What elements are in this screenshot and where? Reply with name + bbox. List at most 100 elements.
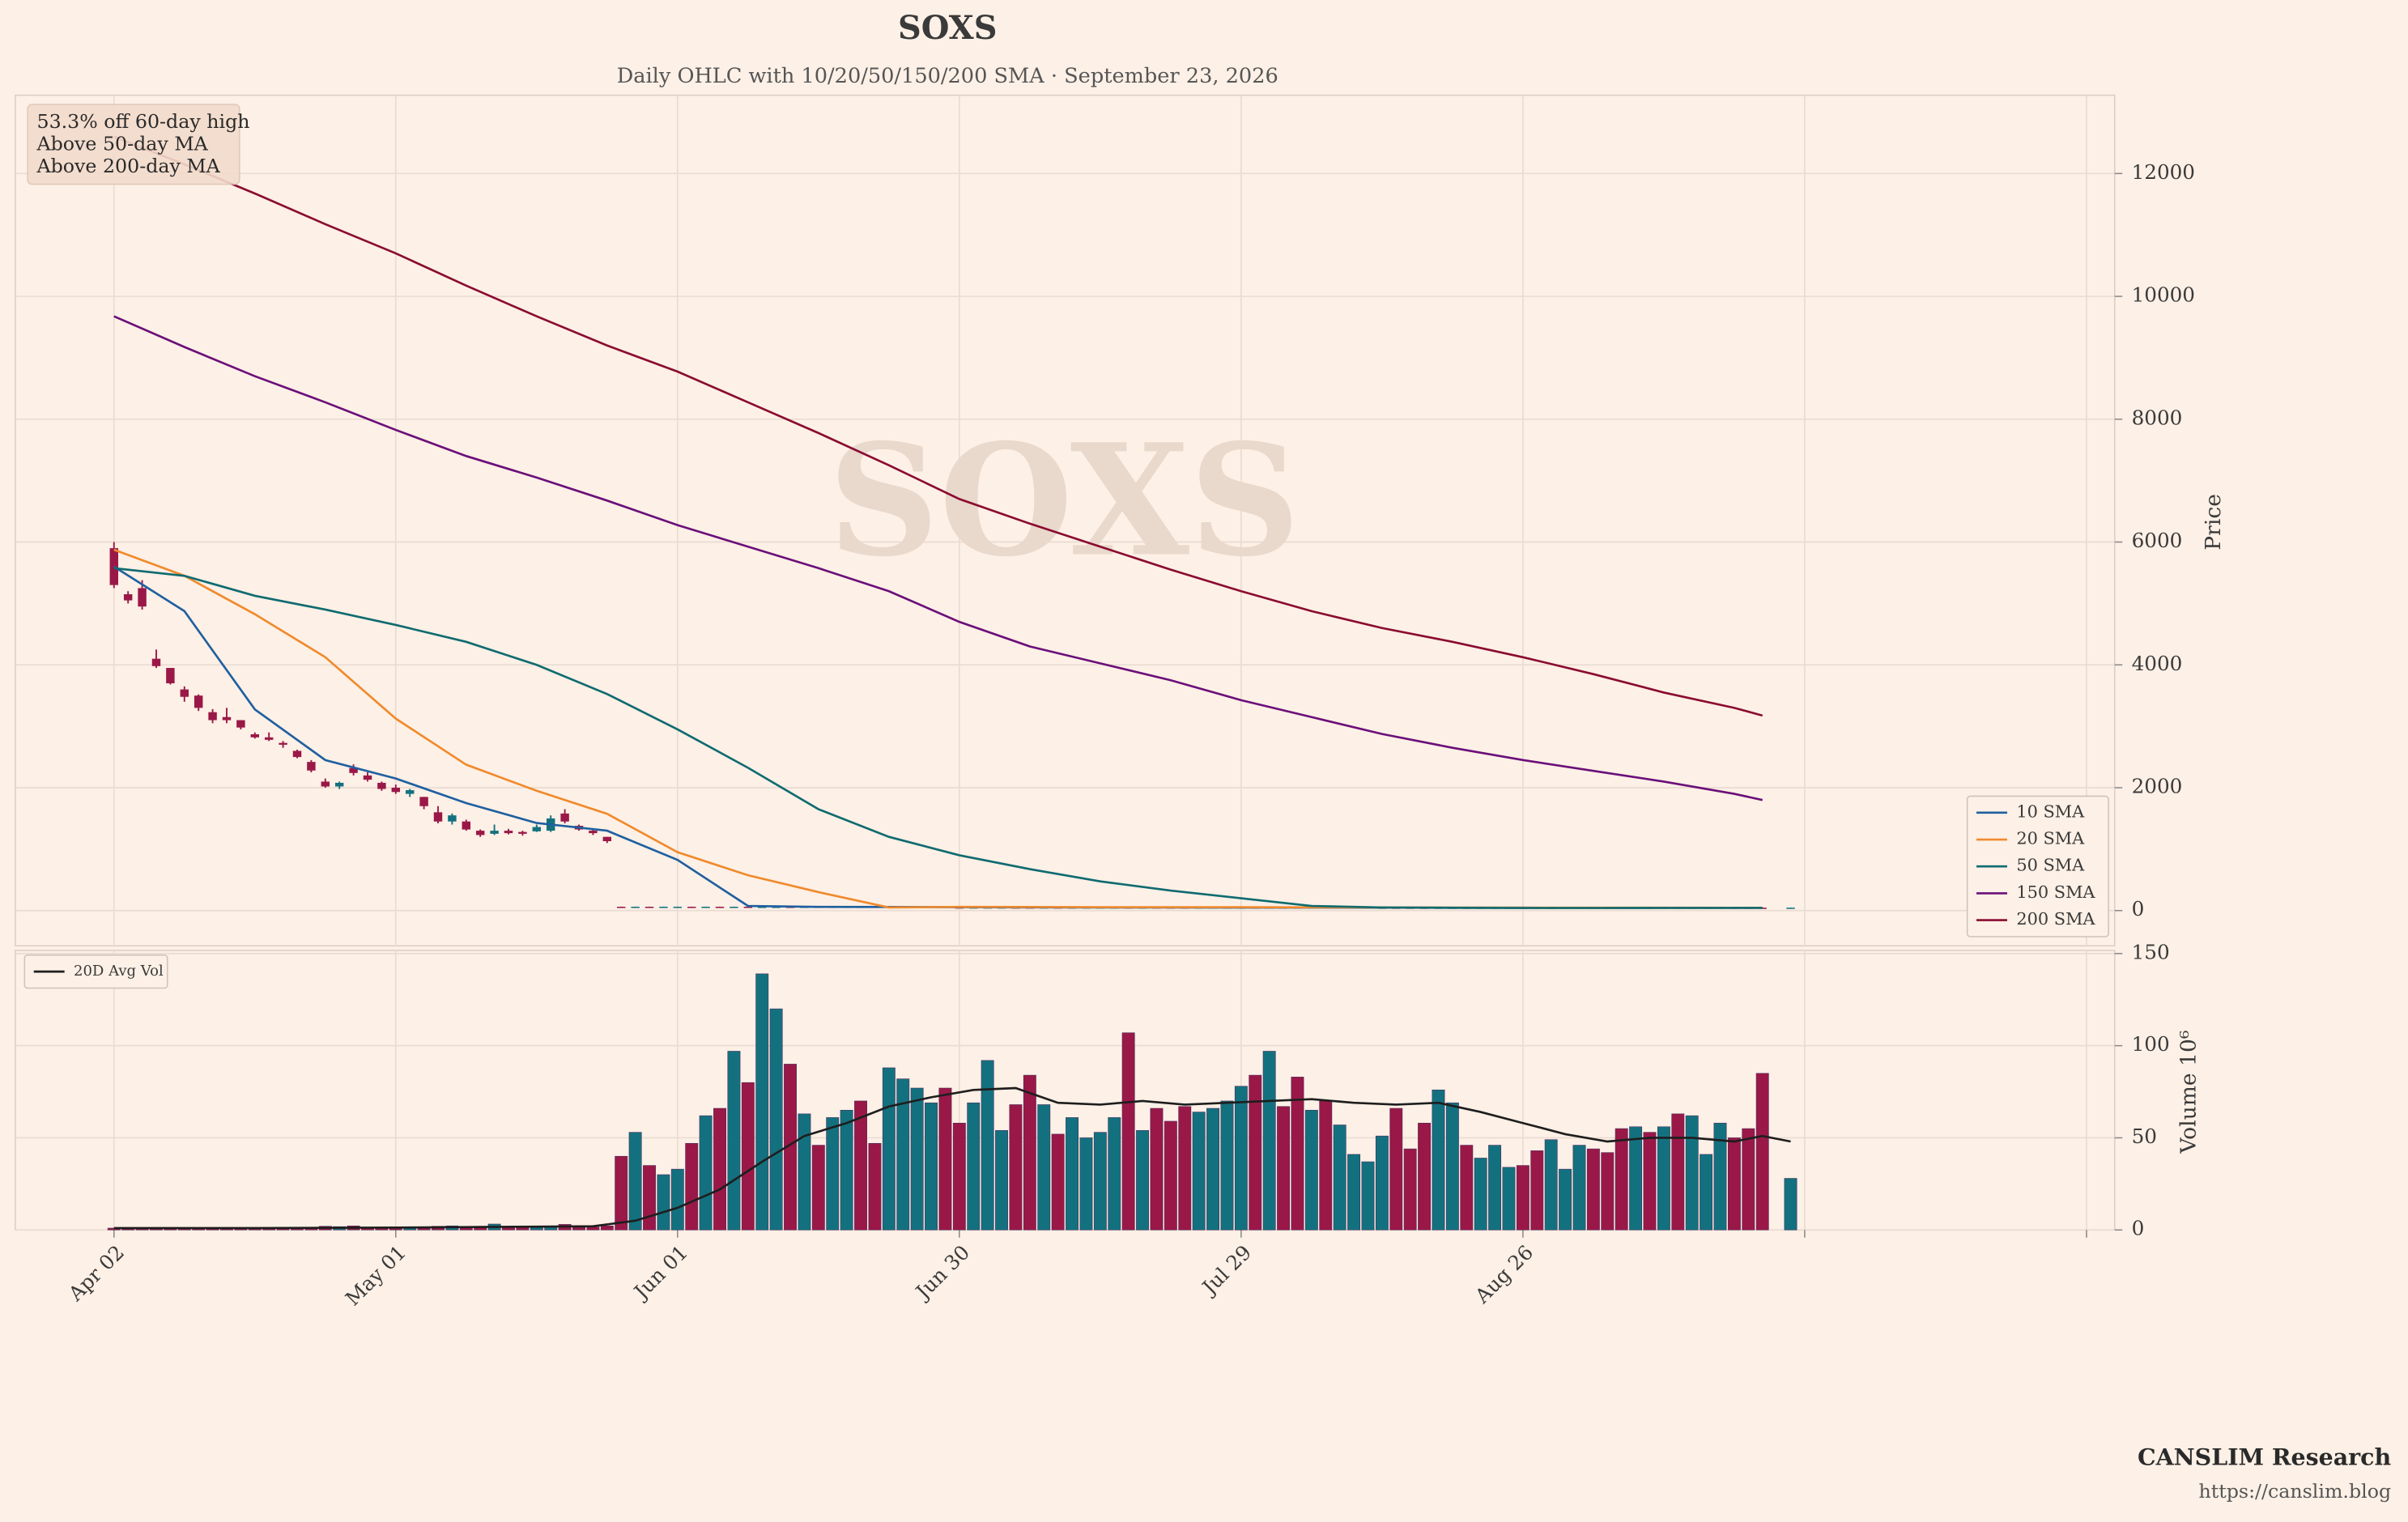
legend-label: 10 SMA xyxy=(2016,801,2085,821)
candle-body xyxy=(743,907,753,908)
volume-bar xyxy=(1164,1120,1177,1231)
candle-body xyxy=(730,907,738,908)
candle-body xyxy=(715,907,725,908)
candle-body xyxy=(363,775,372,780)
volume-bar xyxy=(1178,1106,1192,1231)
candle-body xyxy=(504,831,513,834)
candle-body xyxy=(138,588,147,607)
volume-bar xyxy=(713,1107,726,1231)
volume-bar xyxy=(1572,1145,1586,1231)
volume-bar xyxy=(1403,1148,1417,1231)
volume-bar xyxy=(755,973,769,1231)
volume-bar xyxy=(798,1113,811,1231)
y-tick-label: 8000 xyxy=(2132,406,2183,429)
volume-bar xyxy=(1009,1104,1023,1231)
volume-bar xyxy=(1460,1145,1474,1231)
volume-bar xyxy=(1079,1137,1093,1231)
candle-body xyxy=(645,907,654,908)
volume-bar xyxy=(1544,1139,1558,1231)
volume-bar xyxy=(1657,1126,1670,1231)
volume-bar xyxy=(784,1064,797,1231)
y-tick-label: 100 xyxy=(2132,1032,2170,1056)
volume-bar xyxy=(882,1067,896,1231)
volume-bar xyxy=(1023,1074,1036,1231)
volume-bar xyxy=(1262,1051,1276,1231)
volume-bar xyxy=(1727,1137,1741,1231)
candle-body xyxy=(532,827,542,831)
y-tick-label: 150 xyxy=(2132,940,2170,963)
volume-bar xyxy=(854,1100,867,1231)
legend-label: 200 SMA xyxy=(2016,909,2095,929)
y-tick-label: 10000 xyxy=(2132,283,2195,307)
volume-bar xyxy=(1192,1112,1206,1231)
candle-body xyxy=(194,695,203,708)
candle-body xyxy=(321,781,330,787)
volume-bar xyxy=(1234,1086,1248,1231)
volume-bar xyxy=(1601,1152,1615,1231)
candle-body xyxy=(631,907,640,908)
volume-bar xyxy=(1488,1145,1502,1231)
volume-bar xyxy=(811,1145,825,1231)
chart-subtitle: Daily OHLC with 10/20/50/150/200 SMA · S… xyxy=(617,64,1278,88)
candle-body xyxy=(405,790,415,794)
candle-body xyxy=(518,831,527,834)
candle-body xyxy=(1786,908,1795,909)
volume-bar xyxy=(1643,1132,1657,1231)
volume-bar xyxy=(840,1110,853,1231)
volume-bar xyxy=(1615,1128,1628,1231)
volume-bar xyxy=(1700,1154,1713,1231)
candle-body xyxy=(589,831,598,834)
y-tick-label: 0 xyxy=(2132,1217,2145,1240)
volume-bar xyxy=(685,1142,699,1231)
footer-brand: CANSLIM Research xyxy=(2138,1443,2391,1470)
volume-bar xyxy=(643,1165,656,1231)
volume-bar xyxy=(1277,1106,1291,1231)
candle-body xyxy=(490,831,499,834)
volume-bar xyxy=(995,1130,1008,1231)
volume-bar xyxy=(1389,1107,1403,1231)
candle-body xyxy=(180,689,189,697)
annotation-box xyxy=(27,104,240,185)
volume-bar xyxy=(981,1060,994,1231)
candle-body xyxy=(673,907,683,908)
candle-body xyxy=(292,750,302,758)
y-tick-label: 50 xyxy=(2132,1124,2157,1148)
volume-bar xyxy=(1206,1107,1220,1231)
volume-bar xyxy=(925,1102,938,1231)
volume-bar xyxy=(699,1115,713,1231)
volume-bar xyxy=(657,1174,670,1231)
candle-body xyxy=(334,782,344,787)
candle-body xyxy=(151,658,161,666)
volume-bar xyxy=(670,1168,684,1231)
volume-bar xyxy=(1304,1110,1318,1231)
volume-bar xyxy=(1742,1128,1755,1231)
volume-bar xyxy=(1685,1115,1699,1231)
candle-body xyxy=(349,767,358,773)
candle-body xyxy=(433,812,443,822)
candle-body xyxy=(448,815,457,822)
volume-bar xyxy=(1037,1104,1051,1231)
footer-url: https://canslim.blog xyxy=(2198,1480,2391,1503)
volume-bar xyxy=(1755,1073,1769,1231)
volume-bar xyxy=(826,1117,840,1231)
annotation-text: Above 200-day MA xyxy=(36,155,221,177)
volume-bar xyxy=(1150,1107,1164,1231)
legend-box xyxy=(23,954,168,989)
legend-box xyxy=(1966,795,2109,937)
volume-bar xyxy=(615,1155,628,1231)
volume-bar xyxy=(741,1082,755,1231)
legend-label: 20D Avg Vol xyxy=(74,963,164,980)
volume-bar xyxy=(1051,1133,1065,1231)
candle-body xyxy=(419,797,428,806)
volume-bar xyxy=(1784,1178,1797,1231)
volume-bar xyxy=(1445,1102,1459,1231)
volume-bar xyxy=(938,1087,952,1231)
y-tick-label: 2000 xyxy=(2132,775,2183,798)
volume-bar xyxy=(868,1142,882,1231)
volume-bar xyxy=(586,1227,600,1231)
volume-bar xyxy=(1586,1148,1600,1231)
price-panel xyxy=(15,94,2116,947)
volume-bar xyxy=(1516,1165,1529,1231)
